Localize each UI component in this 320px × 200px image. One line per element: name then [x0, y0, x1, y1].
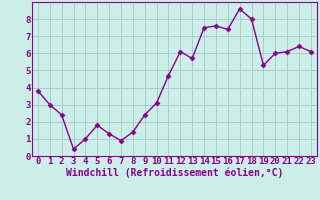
X-axis label: Windchill (Refroidissement éolien,°C): Windchill (Refroidissement éolien,°C) [66, 168, 283, 178]
